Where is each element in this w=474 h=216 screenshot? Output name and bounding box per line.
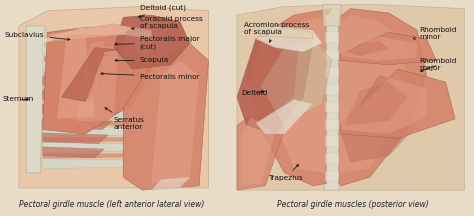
Polygon shape [43, 72, 135, 78]
Polygon shape [43, 89, 133, 94]
Polygon shape [47, 24, 133, 41]
Polygon shape [325, 153, 339, 164]
Polygon shape [43, 143, 126, 152]
Polygon shape [43, 126, 128, 136]
Text: Serratus
anterior: Serratus anterior [105, 108, 145, 130]
Text: Pectoralis major
(cut): Pectoralis major (cut) [115, 37, 200, 50]
Polygon shape [19, 6, 209, 188]
Text: Pectoral girdle muscle (left anterior lateral view): Pectoral girdle muscle (left anterior la… [18, 200, 204, 209]
Polygon shape [152, 177, 190, 190]
Polygon shape [43, 91, 119, 102]
Polygon shape [43, 159, 123, 168]
Text: Subclavius: Subclavius [5, 32, 70, 40]
Polygon shape [43, 121, 128, 126]
Polygon shape [325, 102, 339, 112]
Text: Deltoid: Deltoid [241, 90, 267, 96]
Polygon shape [339, 15, 408, 173]
Polygon shape [43, 26, 152, 43]
Polygon shape [325, 136, 339, 147]
Text: Sternum: Sternum [2, 96, 34, 102]
Polygon shape [265, 17, 326, 173]
Polygon shape [123, 22, 190, 65]
Text: Rhomboid
minor: Rhomboid minor [413, 27, 457, 40]
Polygon shape [325, 32, 339, 43]
Polygon shape [261, 43, 332, 125]
Polygon shape [242, 117, 275, 186]
Polygon shape [123, 43, 209, 190]
Polygon shape [339, 9, 427, 186]
Polygon shape [246, 9, 332, 186]
Polygon shape [43, 153, 123, 159]
Polygon shape [340, 69, 455, 138]
Polygon shape [346, 41, 389, 56]
Polygon shape [256, 99, 313, 134]
Polygon shape [322, 4, 341, 26]
Polygon shape [43, 62, 137, 71]
Polygon shape [152, 60, 199, 184]
Polygon shape [76, 54, 114, 99]
Polygon shape [76, 41, 104, 121]
Polygon shape [43, 147, 104, 158]
Polygon shape [43, 78, 135, 87]
Polygon shape [341, 37, 417, 60]
Text: Scapula: Scapula [115, 57, 169, 64]
Polygon shape [43, 94, 133, 104]
Text: Rhomboid
major: Rhomboid major [419, 58, 457, 71]
Polygon shape [43, 105, 116, 116]
Polygon shape [325, 119, 339, 130]
Polygon shape [325, 84, 339, 95]
Polygon shape [43, 105, 130, 110]
Polygon shape [95, 45, 118, 121]
Polygon shape [323, 4, 340, 190]
Polygon shape [43, 77, 123, 87]
Polygon shape [43, 137, 126, 143]
Polygon shape [57, 37, 95, 119]
Polygon shape [237, 28, 313, 134]
Polygon shape [325, 67, 339, 78]
Polygon shape [43, 133, 108, 144]
Text: Trapezius: Trapezius [268, 165, 302, 181]
Polygon shape [341, 78, 427, 134]
Polygon shape [43, 26, 156, 134]
Polygon shape [325, 15, 339, 26]
Polygon shape [26, 26, 45, 173]
Polygon shape [237, 108, 284, 190]
Polygon shape [256, 26, 322, 52]
Polygon shape [43, 110, 130, 120]
Polygon shape [340, 32, 436, 65]
Polygon shape [325, 171, 339, 181]
Text: Coracoid process
of scapula: Coracoid process of scapula [132, 16, 202, 29]
Polygon shape [62, 48, 118, 102]
Polygon shape [237, 4, 465, 190]
Text: Pectoralis minor: Pectoralis minor [101, 73, 200, 80]
Polygon shape [43, 45, 140, 55]
Polygon shape [346, 82, 408, 125]
Polygon shape [43, 56, 137, 62]
Polygon shape [123, 19, 166, 56]
Text: Acromion process
of scapula: Acromion process of scapula [244, 22, 309, 42]
Polygon shape [114, 15, 190, 69]
Text: Deltoid (cut): Deltoid (cut) [138, 4, 186, 17]
Polygon shape [325, 50, 339, 60]
Polygon shape [43, 119, 112, 130]
Polygon shape [261, 28, 313, 39]
Polygon shape [341, 76, 417, 162]
Text: Pectoral girdle muscles (posterior view): Pectoral girdle muscles (posterior view) [277, 200, 429, 209]
Polygon shape [246, 32, 299, 125]
